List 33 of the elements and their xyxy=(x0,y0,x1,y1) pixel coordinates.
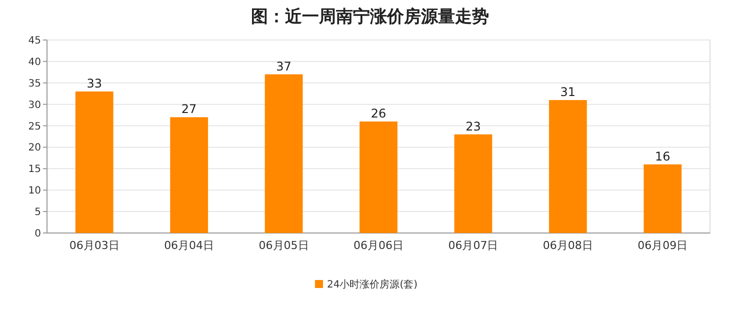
x-tick-label: 06月09日 xyxy=(638,239,688,252)
bar xyxy=(75,91,114,233)
bar xyxy=(170,117,208,233)
x-tick-label: 06月08日 xyxy=(542,239,593,252)
x-tick-label: 06月03日 xyxy=(69,239,120,252)
bar xyxy=(264,74,303,233)
x-tick-label: 06月07日 xyxy=(448,239,498,252)
bar xyxy=(454,134,492,233)
x-tick-label: 06月06日 xyxy=(354,239,404,252)
data-label: 33 xyxy=(86,76,102,90)
bar xyxy=(644,164,682,233)
data-label: 23 xyxy=(466,119,481,134)
chart-title: 图：近一周南宁涨价房源量走势 xyxy=(251,7,489,27)
y-tick-label: 40 xyxy=(28,56,41,68)
y-tick-label: 10 xyxy=(28,186,41,197)
data-label: 26 xyxy=(370,106,386,120)
y-tick-label: 35 xyxy=(28,78,41,90)
y-tick-label: 25 xyxy=(28,121,41,132)
x-tick-label: 06月05日 xyxy=(258,239,309,252)
y-tick-label: 0 xyxy=(34,228,41,240)
data-label: 27 xyxy=(181,102,197,116)
bar xyxy=(360,121,398,233)
y-tick-label: 30 xyxy=(28,100,41,111)
bar xyxy=(548,100,587,233)
y-tick-label: 15 xyxy=(28,164,41,176)
data-label: 16 xyxy=(655,149,670,164)
y-tick-label: 5 xyxy=(34,207,41,218)
data-label: 31 xyxy=(560,85,576,100)
y-tick-label: 45 xyxy=(28,36,41,46)
legend-label: 24小时涨价房源(套) xyxy=(327,278,418,290)
data-label: 37 xyxy=(276,59,292,74)
x-tick-label: 06月04日 xyxy=(164,239,214,252)
y-tick-label: 20 xyxy=(28,142,41,154)
